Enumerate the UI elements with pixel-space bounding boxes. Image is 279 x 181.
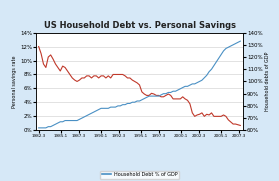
Title: US Household Debt vs. Personal Savings: US Household Debt vs. Personal Savings: [44, 21, 235, 30]
Y-axis label: Household debts of GDP: Household debts of GDP: [265, 52, 270, 111]
Y-axis label: Personal savings rate: Personal savings rate: [12, 55, 17, 108]
Legend: Household Debt % of GDP: Household Debt % of GDP: [100, 171, 179, 179]
